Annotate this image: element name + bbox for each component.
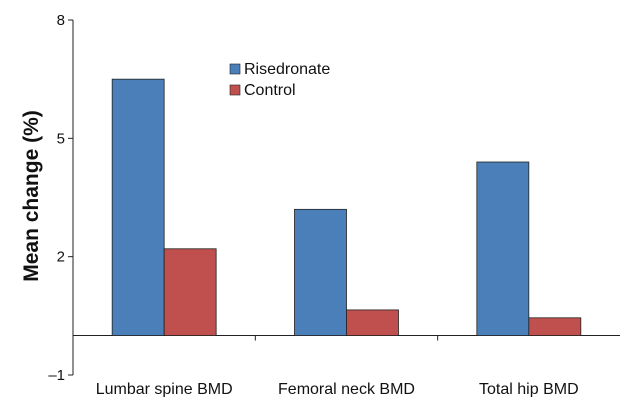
y-tick-label: 5 [57, 130, 65, 147]
category-labels: Lumbar spine BMD Femoral neck BMD Total hi… [96, 381, 579, 397]
bar-risedronate-1 [111, 78, 165, 336]
category-label: Lumbar spine BMD [96, 381, 233, 397]
category-label: Femoral neck BMD [278, 381, 415, 397]
legend-swatch-risedronate [229, 63, 241, 75]
bar-control-2 [346, 309, 399, 336]
y-tick-label: 2 [57, 249, 65, 266]
legend: Risedronate Control [229, 61, 330, 99]
y-axis-title: Mean change (%) [20, 110, 43, 282]
y-tick-label: –1 [48, 367, 65, 384]
bars [111, 78, 582, 336]
legend-label-risedronate: Risedronate [244, 61, 330, 78]
y-tick-label: 8 [57, 12, 65, 29]
legend-label-control: Control [244, 82, 296, 99]
bar-risedronate-3 [476, 161, 530, 336]
legend-swatch-control [229, 84, 241, 96]
category-label: Total hip BMD [479, 381, 579, 397]
bar-risedronate-2 [294, 208, 347, 336]
bar-control-3 [528, 317, 582, 336]
bar-control-1 [163, 248, 217, 336]
